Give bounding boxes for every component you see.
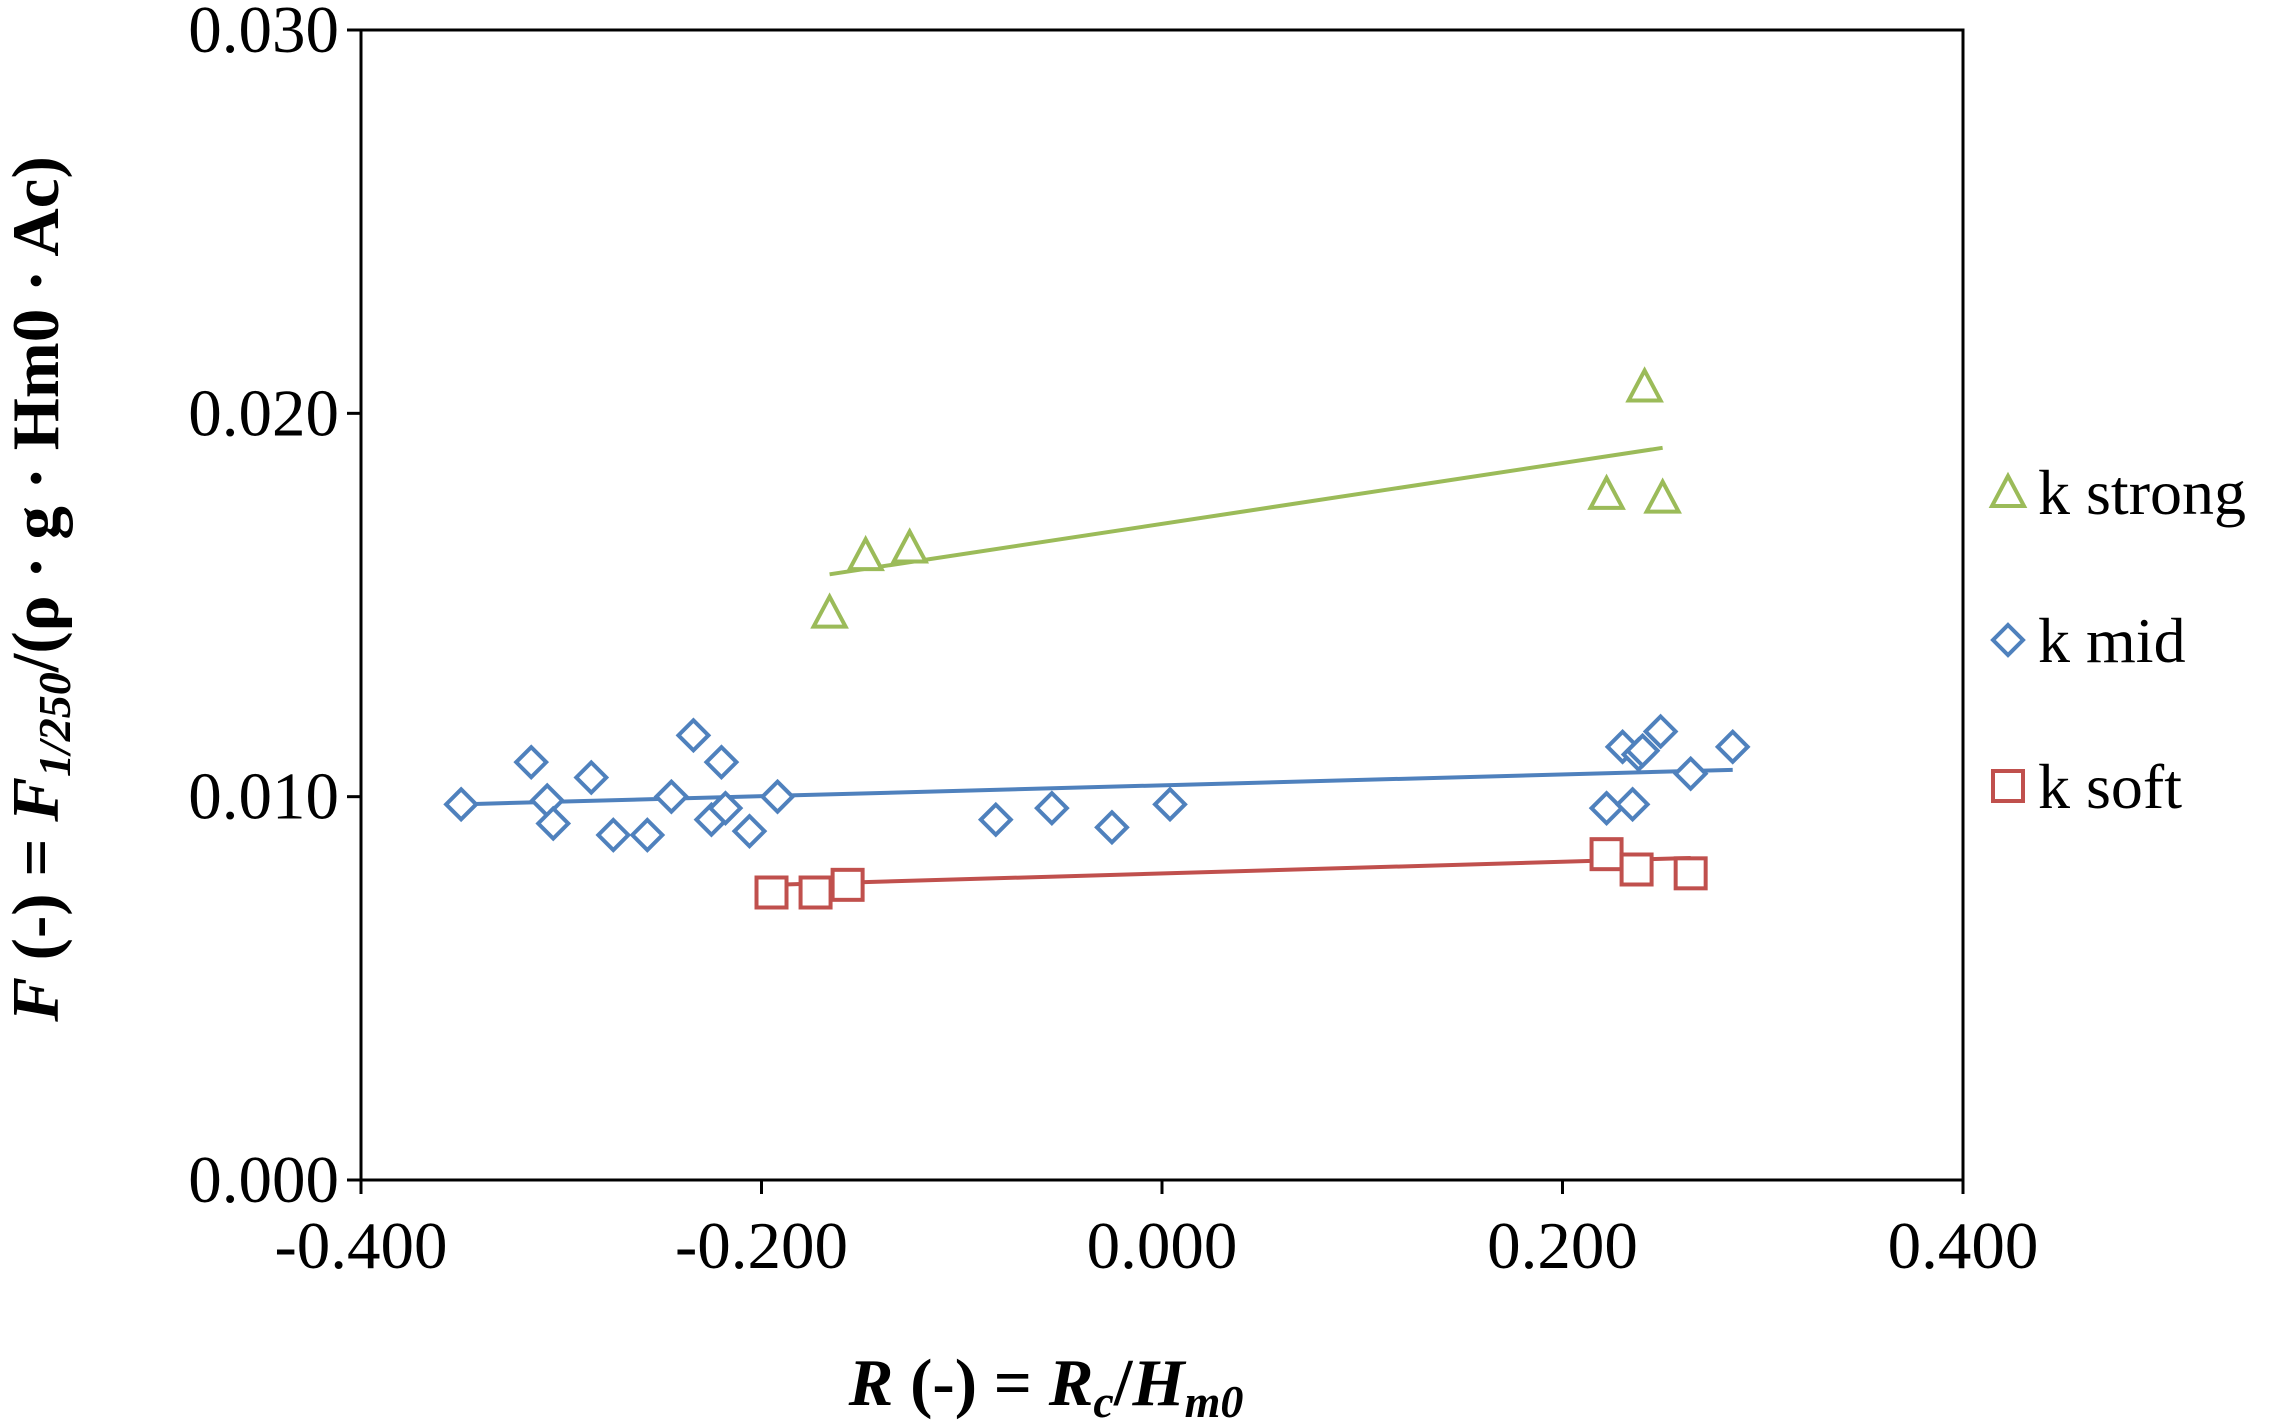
y-tick-label: 0.010 [188, 760, 339, 834]
point-k-mid [653, 778, 690, 815]
y-tick-label: 0.020 [188, 376, 339, 450]
x-axis-title-r: R [848, 1346, 894, 1420]
point-k-mid [977, 801, 1014, 838]
point-k-mid [703, 744, 740, 780]
point-k-mid [1094, 809, 1130, 846]
point-k-strong [846, 534, 885, 572]
y-axis-title-f2: F [0, 777, 73, 823]
point-k-soft [1589, 837, 1624, 872]
trendline-k-strong [829, 445, 1663, 577]
point-k-mid [1614, 786, 1651, 823]
point-k-mid [1034, 790, 1070, 826]
point-k-mid [629, 817, 666, 853]
trendline-k-soft [771, 856, 1691, 887]
legend-label-k-strong: k strong [2038, 457, 2246, 528]
point-k-mid [573, 759, 610, 796]
legend-label-k-mid: k mid [2038, 605, 2186, 676]
x-axis-ticks: -0.400 -0.200 0.000 0.200 0.400 [274, 1180, 2038, 1283]
x-axis-title-slash: / [1113, 1346, 1134, 1420]
point-k-soft [1619, 852, 1654, 887]
point-k-mid [1642, 713, 1679, 750]
x-tick-label: 0.000 [1087, 1209, 1238, 1283]
point-k-mid [759, 778, 796, 815]
point-k-soft [1673, 856, 1708, 891]
point-k-soft [830, 867, 865, 902]
y-axis-ticks: 0.000 0.010 0.020 0.030 [188, 0, 361, 1217]
y-axis-title-f: F [0, 977, 73, 1023]
point-k-mid [535, 805, 572, 842]
legend-marker-k-strong [1988, 471, 2028, 508]
x-axis-title-eq: (-) = [893, 1346, 1048, 1420]
point-k-strong [1643, 477, 1682, 514]
data-points [443, 366, 1751, 910]
point-k-mid [675, 717, 712, 754]
legend: k strong k mid k soft [1988, 457, 2246, 822]
x-tick-label: -0.200 [675, 1209, 848, 1283]
legend-marker-k-soft [1991, 769, 2025, 803]
x-axis-title-rc: R [1048, 1346, 1094, 1420]
point-k-mid [1714, 729, 1751, 765]
point-k-mid [513, 744, 550, 780]
x-axis-title-h-sub: m0 [1185, 1376, 1244, 1427]
point-k-strong [810, 592, 849, 629]
point-k-mid [443, 786, 479, 823]
point-k-mid [1672, 755, 1709, 792]
x-axis-title-rc-sub: c [1093, 1376, 1113, 1427]
legend-marker-k-mid [1990, 622, 2026, 658]
x-tick-label: -0.400 [274, 1209, 447, 1283]
x-axis-title: R (-) = Rc/Hm0 [848, 1346, 1244, 1427]
point-k-mid [1152, 786, 1188, 823]
point-k-mid [1624, 732, 1661, 769]
x-tick-label: 0.400 [1888, 1209, 2039, 1283]
point-k-mid [731, 813, 768, 849]
x-tick-label: 0.200 [1487, 1209, 1638, 1283]
point-k-strong [1625, 366, 1664, 403]
point-k-soft [754, 875, 789, 910]
y-tick-label: 0.000 [188, 1143, 339, 1217]
point-k-mid [595, 817, 632, 853]
x-axis-title-h: H [1131, 1346, 1186, 1420]
y-axis-title-rest: /(ρ · g · Hm0 · Ac) [0, 156, 73, 673]
point-k-soft [798, 875, 833, 910]
point-k-strong [1587, 473, 1626, 510]
y-axis-title-f-sub: 1/250 [29, 672, 80, 777]
y-axis-title: F (-) = F1/250/(ρ · g · Hm0 · Ac) [0, 156, 80, 1023]
legend-label-k-soft: k soft [2038, 751, 2182, 822]
point-k-mid [707, 790, 744, 826]
y-tick-label: 0.030 [188, 0, 339, 67]
y-axis-title-eq: (-) = [0, 822, 73, 977]
point-k-strong [890, 527, 930, 564]
